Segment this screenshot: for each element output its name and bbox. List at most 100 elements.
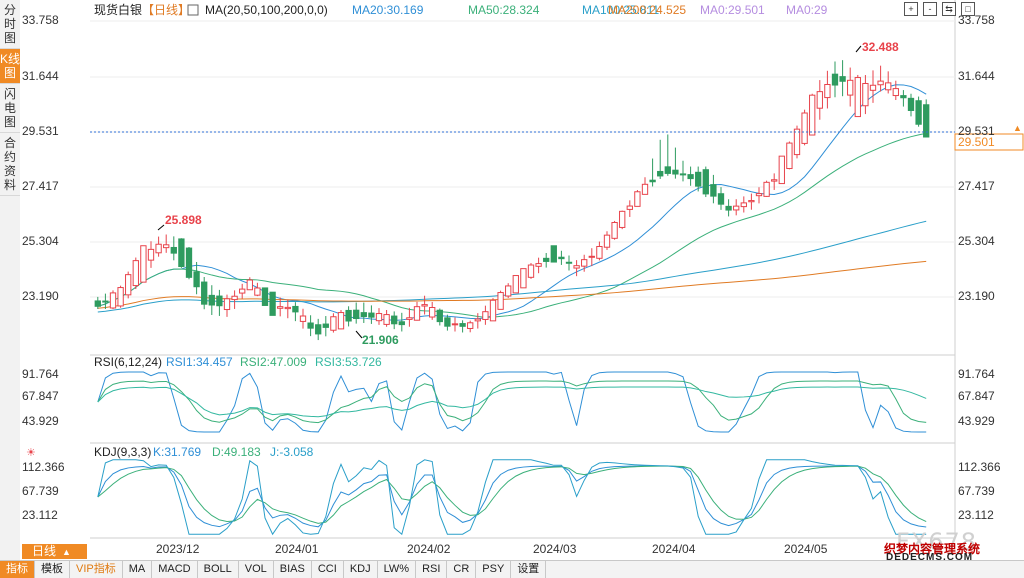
candle-body [725,205,732,211]
left-tab-bar: 分时图 K线图闪电图 合约资料 [0,0,21,560]
candle-body [163,244,170,249]
watermark: FX678 织梦内容管理系统 DEDECMS.COM [884,528,1024,563]
candle-body [885,82,892,91]
candle-body [649,179,656,183]
bottom-tab-12[interactable]: CR [447,561,477,578]
candle-body [915,100,922,125]
left-tab-3[interactable]: 合约资料 [0,133,20,196]
y-tick-rsi-left-1: 91.764 [22,367,59,381]
candle-body [672,169,679,175]
y-tick-left-1: 33.758 [22,13,59,27]
restore-icon[interactable]: ⇆ [942,2,956,16]
x-label-4: 2024/03 [533,542,577,556]
bottom-tab-9[interactable]: KDJ [344,561,378,578]
candle-body [277,306,284,309]
candle-body [102,300,109,303]
candle-body [489,299,497,322]
left-tab-0[interactable]: 分时图 [0,0,20,49]
candle-body [687,174,694,180]
candle-body [170,246,177,254]
candle-body [862,82,869,107]
prev-high-marker-line [157,224,165,231]
left-tab-1[interactable]: K线图 [0,49,20,84]
bottom-tab-11[interactable]: RSI [416,561,448,578]
candle-body [451,323,459,326]
candle-body [527,264,535,278]
candle-body [923,104,930,138]
bottom-tab-0[interactable]: 指标 [0,561,35,578]
triangle-up-icon: ▲ [62,547,71,557]
watermark-brand: FX678 [896,528,978,556]
bottom-tab-6[interactable]: VOL [239,561,274,578]
bottom-tab-5[interactable]: BOLL [198,561,239,578]
expand-icon[interactable]: + [904,2,918,16]
candle-body [733,205,740,211]
bottom-indicator-tabs: 指标 模板 VIP指标 MA MACD BOLL VOL BIAS CCI KDJ LW% RSI CR… [0,560,1024,578]
bottom-tab-14[interactable]: 设置 [511,561,547,578]
candle-body [558,256,565,260]
y-tick-main-1: 33.758 [958,13,995,27]
candle-body [375,313,383,322]
candle-body [634,191,641,207]
left-tab-2[interactable]: 闪电图 [0,84,20,133]
candle-body [816,91,823,109]
rsi1-value: RSI1:34.457 [166,355,233,369]
ma0-value-1: MA0:29.501 [700,3,765,17]
candle-body [740,202,747,208]
candle-body [94,300,101,307]
candle-body [353,309,360,320]
candle-body [717,193,725,205]
candle-body [801,112,808,144]
shrink-icon[interactable]: - [923,2,937,16]
y-tick-left-3: 29.531 [22,124,59,138]
candle-body [444,317,451,327]
instrument-title: 现货白银 [94,2,142,17]
candle-body [307,322,314,329]
rsi1-line [97,371,927,433]
maximize-icon[interactable]: □ [961,2,975,16]
bottom-tab-8[interactable]: CCI [312,561,344,578]
bottom-tab-4[interactable]: MACD [152,561,198,578]
settings-icon[interactable] [187,4,199,16]
ma20-line [97,84,927,321]
y-tick-main-6: 23.190 [958,289,995,303]
rsi2-value: RSI2:47.009 [240,355,307,369]
rsi3-value: RSI3:53.726 [315,355,382,369]
candle-body [793,128,801,156]
candle-body [239,288,246,294]
bottom-tab-13[interactable]: PSY [476,561,512,578]
y-tick-kdj-left-2: 67.739 [22,484,59,498]
high-marker-line [855,45,862,53]
candle-body [147,248,155,261]
candle-body [497,292,504,310]
high-price-label: 32.488 [862,40,899,54]
y-tick-main-2: 31.644 [958,69,995,83]
rsi-lines [97,371,927,433]
candle-body [505,285,512,297]
candle-body [208,294,215,306]
ma50-value: MA50:28.324 [468,3,540,17]
bottom-tab-1[interactable]: 模板 [35,561,70,578]
y-tick-rsi-1: 91.764 [958,367,995,381]
y-tick-rsi-left-3: 43.929 [22,414,59,428]
y-tick-rsi-left-2: 67.847 [22,389,59,403]
sun-icon[interactable]: ☀ [26,447,36,459]
candle-body [140,245,147,283]
ma50-line [97,132,927,318]
left-tab-label: K线图 [0,52,21,80]
candle-body [254,287,261,296]
candle-body [125,274,132,296]
bottom-tab-10[interactable]: LW% [378,561,417,578]
candle-body [201,281,208,305]
bottom-tab-7[interactable]: BIAS [274,561,312,578]
y-tick-kdj-left-3: 23.112 [22,508,58,522]
kdj-k-line [97,465,927,528]
candle-body [763,181,770,197]
candle-body [132,260,139,287]
kdj-lines [97,459,927,536]
kdj-d-line [97,465,927,524]
candle-body [185,247,193,278]
period-selector-button[interactable]: 日线 ▲ [22,544,87,559]
bottom-tab-3[interactable]: MA [123,561,153,578]
bottom-tab-2[interactable]: VIP指标 [70,561,123,578]
